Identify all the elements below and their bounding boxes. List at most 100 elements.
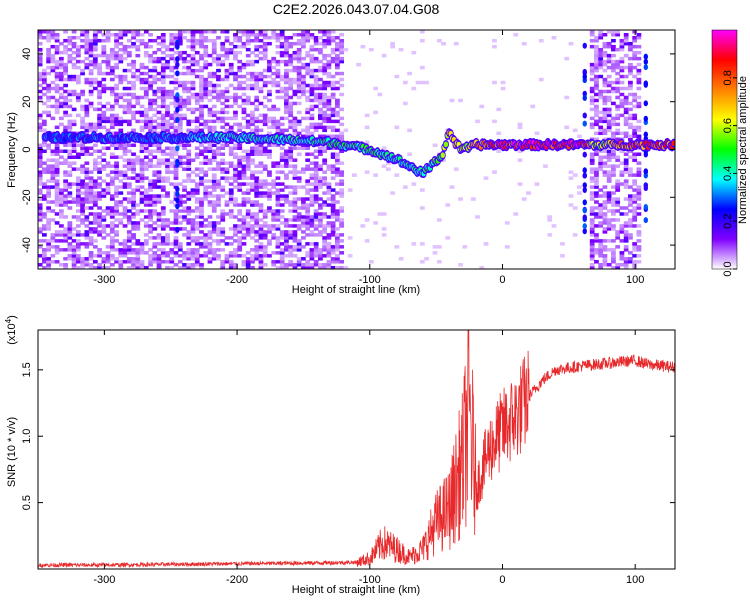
spectrogram-cell <box>67 224 73 228</box>
spectrogram-cell <box>233 77 238 82</box>
spectrogram-cell <box>50 80 56 85</box>
spectrogram-y-axis-label: Frequency (Hz) <box>6 112 18 188</box>
spectrogram-cell <box>84 80 90 85</box>
spectrogram-cell <box>589 62 595 67</box>
spectrogram-cell <box>152 251 158 255</box>
spectrogram-cell <box>279 74 285 79</box>
spectrogram-cell <box>623 38 629 43</box>
spectrogram-cell <box>339 206 345 210</box>
spectrogram-cell <box>258 236 264 240</box>
spectrogram-cell <box>296 68 302 73</box>
spectrogram-cell <box>131 212 136 216</box>
spectrogram-cell <box>318 221 323 225</box>
spectrogram-cell <box>262 191 268 195</box>
spectrogram-cell <box>237 173 243 177</box>
spectrogram-cell <box>250 170 255 174</box>
spectrogram-cell <box>254 83 260 88</box>
spectrogram-cell <box>284 98 289 103</box>
spectrogram-cell <box>156 179 162 183</box>
spectrogram-cell <box>241 164 247 168</box>
spectrogram-cell <box>271 161 277 165</box>
spectrogram-cell <box>46 218 51 222</box>
spectrogram-cell <box>632 245 638 249</box>
spectrogram-cell <box>160 221 166 225</box>
spectrogram-cell <box>135 119 141 124</box>
spectrogram-cell <box>58 248 64 252</box>
spectrogram-cell <box>301 185 306 189</box>
spectrogram-cell <box>220 101 226 106</box>
spectrogram-cell <box>615 32 621 37</box>
spectrogram-cell <box>75 257 81 261</box>
spectrogram-cell <box>92 44 98 49</box>
spectrogram-cell <box>139 260 145 264</box>
spectrogram-cell <box>186 197 192 201</box>
spectrogram-cell <box>88 239 94 243</box>
spectrogram-cell <box>152 197 158 201</box>
spectrogram-cell <box>50 236 56 240</box>
spectrogram-cell <box>313 260 319 264</box>
spectrogram-cell <box>419 260 425 264</box>
spectrogram-cell <box>628 155 633 159</box>
spectrogram-cell <box>275 251 281 255</box>
spectrogram-cell <box>46 50 51 55</box>
spectrogram-cell <box>199 176 204 180</box>
spectrogram-cell <box>598 50 604 55</box>
spectrogram-cell <box>381 227 387 231</box>
spectrogram-cell <box>122 107 128 112</box>
spectrogram-cell <box>80 92 85 97</box>
spectrogram-cell <box>292 68 298 73</box>
snr-y-multiplier-base: (x10 <box>6 323 18 344</box>
spectrogram-cell <box>67 56 73 61</box>
spectrogram-cell <box>182 146 187 150</box>
spectrogram-cell <box>143 44 149 49</box>
spectrogram-cell <box>199 254 204 258</box>
spectrogram-cell <box>63 173 68 177</box>
spectrogram-cell <box>135 248 141 252</box>
spectrogram-cell <box>211 47 217 52</box>
spectrogram-cell <box>258 191 264 195</box>
spectrogram-streak-cell <box>582 112 587 119</box>
spectrogram-cell <box>628 113 633 118</box>
spectrogram-cell <box>169 41 175 46</box>
spectrogram-cell <box>284 158 289 162</box>
spectrogram-cell <box>199 224 204 228</box>
spectrogram-streak-cell <box>582 199 587 206</box>
spectrogram-cell <box>190 257 196 261</box>
spectrogram-cell <box>156 194 162 198</box>
spectrogram-cell <box>54 191 60 195</box>
spectrogram-cell <box>169 257 175 261</box>
spectrogram-cell <box>275 212 281 216</box>
spectrogram-cell <box>445 236 451 240</box>
spectrogram-cell <box>258 56 264 61</box>
spectrogram-cell <box>275 239 281 243</box>
spectrogram-cell <box>330 113 336 118</box>
spectrogram-cell <box>118 41 124 46</box>
spectrogram-cell <box>207 161 213 165</box>
spectrogram-cell <box>177 116 183 121</box>
spectrogram-cell <box>458 197 463 201</box>
spectrogram-cell <box>50 254 56 258</box>
spectrogram-cell <box>250 119 255 124</box>
spectrogram-cell <box>194 188 200 192</box>
spectrogram-cell <box>97 80 102 85</box>
spectrogram-cell <box>262 167 268 171</box>
spectrogram-cell <box>67 230 73 234</box>
spectrogram-cell <box>122 146 128 150</box>
spectrogram-cell <box>296 185 302 189</box>
spectrogram-cell <box>199 215 204 219</box>
spectrogram-cell <box>330 224 336 228</box>
spectrogram-cell <box>598 155 604 159</box>
spectrogram-cell <box>211 227 217 231</box>
spectrogram-cell <box>623 170 629 174</box>
spectrogram-cell <box>46 245 51 249</box>
spectrogram-cell <box>54 197 60 201</box>
spectrogram-cell <box>275 71 281 76</box>
spectrogram-cell <box>203 30 209 34</box>
spectrogram-cell <box>250 149 255 153</box>
spectrogram-cell <box>619 65 625 70</box>
spectrogram-cell <box>190 263 196 267</box>
spectrogram-cell <box>67 113 73 118</box>
spectrogram-cell <box>216 62 221 67</box>
spectrogram-cell <box>322 125 328 130</box>
spectrogram-cell <box>131 236 136 240</box>
